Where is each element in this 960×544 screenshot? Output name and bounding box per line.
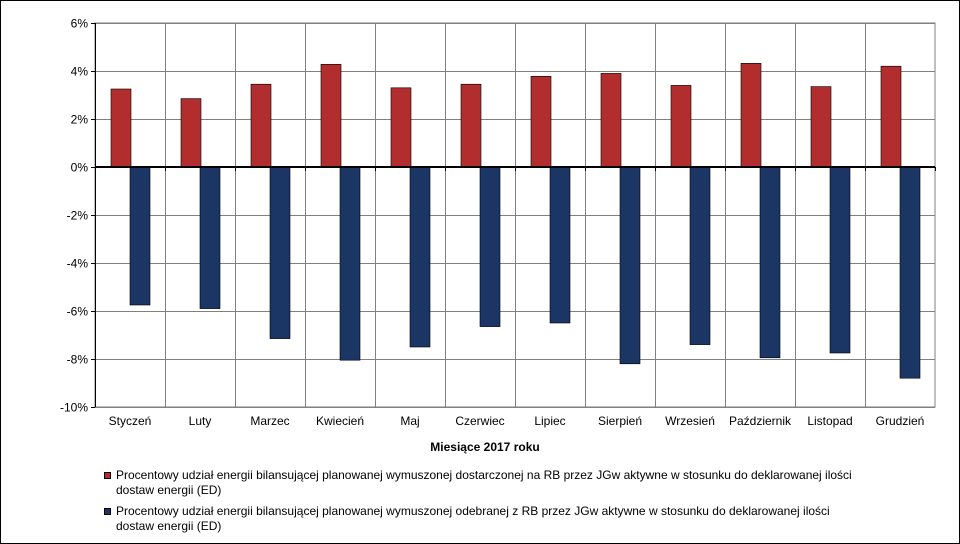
x-tick-label: Maj	[400, 414, 419, 428]
legend-item-received: Procentowy udział energii bilansującej p…	[104, 504, 864, 534]
bar-delivered-4	[320, 63, 342, 168]
bar-delivered-12	[880, 65, 902, 168]
x-tick-label: Styczeń	[109, 414, 152, 428]
bar-delivered-8	[600, 73, 622, 168]
bar-delivered-5	[390, 87, 412, 168]
bar-received-9	[689, 166, 711, 345]
x-tick-label: Sierpień	[598, 414, 642, 428]
bar-delivered-11	[810, 86, 832, 168]
bars	[110, 63, 921, 379]
legend-swatch-blue	[104, 508, 111, 515]
legend-label: Procentowy udział energii bilansującej p…	[116, 468, 852, 497]
axes	[91, 23, 936, 408]
y-tick-label: 6%	[71, 17, 89, 31]
bar-delivered-10	[740, 63, 762, 168]
y-tick-label: 0%	[71, 161, 89, 175]
bar-received-1	[129, 166, 151, 306]
tick-labels: 6% 4% 2% 0% -2% -4% -6% -8% -10% Styczeń Luty Marze…	[60, 17, 924, 429]
bar-delivered-9	[670, 85, 692, 168]
bar-delivered-3	[250, 83, 272, 168]
x-tick-label: Wrzesień	[665, 414, 715, 428]
legend-label: Procentowy udział energii bilansującej p…	[116, 504, 830, 533]
x-tick-label: Lipiec	[534, 414, 565, 428]
bar-received-6	[479, 166, 501, 327]
bar-received-12	[899, 166, 921, 379]
bar-received-7	[549, 166, 571, 324]
y-tick-label: -8%	[67, 353, 89, 367]
y-tick-label: 2%	[71, 113, 89, 127]
x-tick-label: Październik	[729, 414, 792, 428]
x-tick-label: Grudzień	[876, 414, 925, 428]
bar-delivered-2	[180, 98, 202, 168]
legend-item-delivered: Procentowy udział energii bilansującej p…	[104, 468, 864, 498]
x-tick-label: Listopad	[807, 414, 852, 428]
x-tick-label: Kwiecień	[316, 414, 364, 428]
x-tick-label: Luty	[189, 414, 212, 428]
bar-delivered-6	[460, 83, 482, 168]
bar-delivered-7	[530, 75, 552, 168]
bar-received-11	[829, 166, 851, 354]
y-tick-label: 4%	[71, 65, 89, 79]
legend-swatch-red	[104, 472, 111, 479]
x-axis-title: Miesiące 2017 roku	[430, 440, 539, 454]
bar-received-2	[199, 166, 221, 309]
bar-received-5	[409, 166, 431, 348]
y-tick-label: -4%	[67, 257, 89, 271]
bar-received-3	[269, 166, 291, 339]
x-tick-label: Czerwiec	[455, 414, 504, 428]
y-tick-label: -6%	[67, 305, 89, 319]
y-tick-label: -10%	[60, 401, 88, 415]
x-tick-label: Marzec	[250, 414, 289, 428]
y-tick-label: -2%	[67, 209, 89, 223]
bar-delivered-1	[110, 88, 132, 168]
legend: Procentowy udział energii bilansującej p…	[104, 468, 864, 540]
bar-received-10	[759, 166, 781, 359]
bar-received-4	[339, 166, 361, 361]
bar-received-8	[619, 166, 641, 365]
gridlines	[94, 22, 936, 408]
